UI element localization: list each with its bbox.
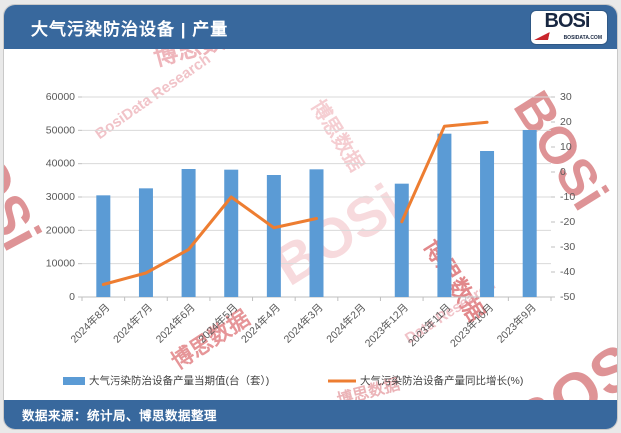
x-axis-label: 2024年5月 (196, 301, 241, 346)
bar (266, 175, 281, 297)
data-source-text: 数据来源：统计局、博思数据整理 (22, 409, 218, 423)
legend-bar-swatch (63, 377, 85, 385)
combo-chart: 0 10000 20000 30000 40000 50000 60000 -50 -40 -30… (46, 91, 576, 387)
bar (437, 133, 452, 297)
logo-domain: BOSIDATA.COM (563, 34, 602, 41)
x-axis-label: 2024年6月 (153, 301, 198, 346)
header-bar: 大气污染防治设备 | 产量 BOSi BOSIDATA.COM (4, 5, 617, 49)
right-axis-label: 0 (560, 166, 566, 178)
bar (394, 183, 409, 297)
left-axis-label: 0 (69, 291, 75, 303)
right-axis-label: -30 (560, 241, 575, 253)
trend-line (101, 195, 318, 286)
bar (480, 151, 495, 297)
bosi-logo: BOSi BOSIDATA.COM (531, 9, 607, 44)
x-axis-label: 2023年10月 (447, 301, 496, 350)
x-axis-label: 2023年9月 (494, 301, 539, 346)
x-axis-label: 2024年4月 (238, 301, 283, 346)
right-axis-label: 10 (560, 141, 572, 153)
right-axis-label: -10 (560, 191, 575, 203)
x-axis-label: 2023年12月 (362, 301, 411, 350)
legend-line-label: 大气污染防治设备产量同比增长(%) (360, 374, 523, 387)
right-axis-label: -50 (560, 291, 575, 303)
logo-accent-icon (534, 32, 550, 40)
chart-area: 0 10000 20000 30000 40000 50000 60000 -50 -40 -30… (4, 49, 617, 401)
left-axis-label: 10000 (46, 258, 75, 270)
page-title: 大气污染防治设备 | 产量 (31, 19, 229, 39)
left-axis-label: 30000 (46, 191, 75, 203)
x-axis-label: 2024年3月 (281, 301, 326, 346)
right-axis-label: -20 (560, 216, 575, 228)
bar (224, 169, 239, 297)
right-axis-label: -40 (560, 266, 575, 278)
left-axis-label: 40000 (46, 158, 75, 170)
legend-bar-label: 大气污染防治设备产量当期值(台（套）) (89, 374, 269, 387)
trend-line (400, 120, 489, 224)
left-axis-label: 50000 (46, 124, 75, 136)
bar (522, 130, 537, 297)
x-axis-label: 2024年8月 (68, 301, 113, 346)
logo-wordmark: BOSi (544, 9, 591, 32)
x-axis-label: 2024年7月 (110, 301, 155, 346)
left-axis-label: 60000 (46, 91, 75, 103)
bar (181, 169, 196, 297)
x-axis-label: 2023年11月 (405, 301, 453, 349)
left-axis-label: 20000 (46, 224, 75, 236)
right-axis-label: 30 (560, 91, 572, 103)
bar (138, 188, 153, 297)
right-axis-label: 20 (560, 116, 572, 128)
x-axis-label: 2024年2月 (324, 301, 369, 346)
bar (96, 195, 111, 297)
footer-bar: 数据来源：统计局、博思数据整理 (4, 400, 617, 429)
bar (309, 169, 324, 297)
report-card: BOSi博思数据BosiData ResearchBOSi博思数据BOSi博思数… (3, 4, 618, 430)
